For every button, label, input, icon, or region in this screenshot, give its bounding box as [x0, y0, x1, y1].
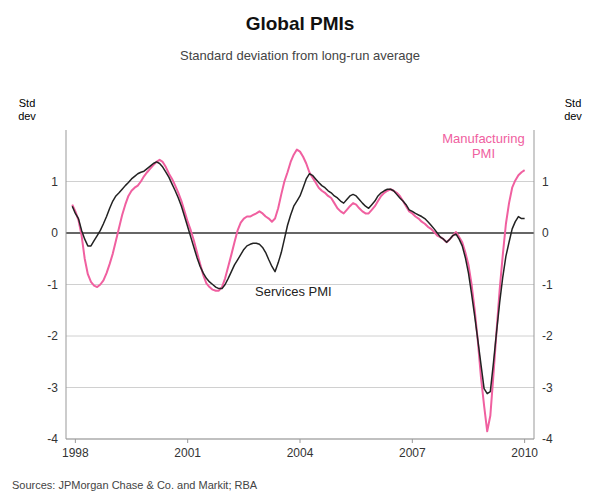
- grid-line: [66, 181, 534, 182]
- y-tick-label: -3: [47, 381, 58, 395]
- grid-line: [66, 336, 534, 337]
- series-label: Services PMI: [255, 284, 332, 299]
- y-tick-label: -1: [47, 278, 58, 292]
- x-tick: [412, 439, 413, 443]
- background: [0, 0, 600, 499]
- x-tick: [187, 439, 188, 443]
- y-tick-label: -2: [47, 329, 58, 343]
- series-label: ManufacturingPMI: [442, 131, 524, 161]
- y2-tick-label: -3: [542, 381, 553, 395]
- series-line: [72, 150, 524, 432]
- y-tick-label: 1: [51, 175, 58, 189]
- x-tick-label: 2004: [287, 446, 314, 460]
- y-axis-line: [66, 130, 67, 439]
- grid: [66, 182, 534, 440]
- y2-tick-label: 1: [542, 175, 549, 189]
- x-tick: [300, 439, 301, 443]
- chart: Global PMIs Standard deviation from long-…: [0, 0, 600, 499]
- lines: [72, 150, 524, 432]
- y-tick-label: -4: [47, 432, 58, 446]
- zero-line: [66, 232, 534, 233]
- series-line: [72, 162, 524, 394]
- x-tick-label: 2001: [174, 446, 201, 460]
- x-tick-label: 2010: [511, 446, 538, 460]
- source: Sources: JPMorgan Chase & Co. and Markit…: [12, 479, 258, 491]
- x-tick: [524, 439, 525, 443]
- subtitle: Standard deviation from long-run average: [180, 48, 420, 63]
- y2-axis-line: [534, 130, 535, 439]
- x-tick-label: 1998: [62, 446, 89, 460]
- y2-tick-label: -1: [542, 278, 553, 292]
- y-axis-label: Stddev: [18, 97, 36, 122]
- title: Global PMIs: [246, 13, 355, 34]
- y-tick-label: 0: [51, 226, 58, 240]
- x-tick-label: 2007: [399, 446, 426, 460]
- y2-tick-label: 0: [542, 226, 549, 240]
- x-tick: [75, 439, 76, 443]
- grid-line: [66, 387, 534, 388]
- y2-tick-label: -2: [542, 329, 553, 343]
- y2-tick-label: -4: [542, 432, 553, 446]
- y2-axis-label: Stddev: [564, 97, 582, 122]
